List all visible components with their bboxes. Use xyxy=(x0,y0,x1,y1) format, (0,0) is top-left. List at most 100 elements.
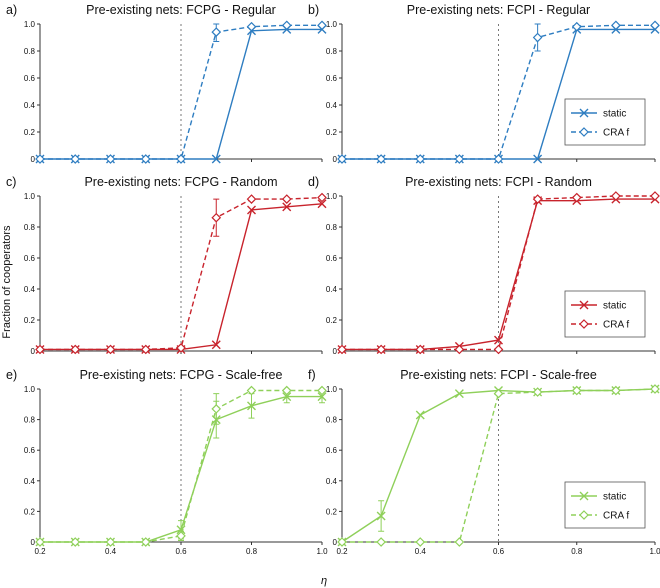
data-point-cra-f xyxy=(246,21,257,32)
x-tick-label: 0.6 xyxy=(175,547,187,556)
series-line-cra-f xyxy=(342,388,656,543)
y-tick-label: 0.8 xyxy=(24,47,36,56)
y-tick-label: 0.4 xyxy=(24,477,36,486)
y-tick-label: 0.2 xyxy=(24,128,36,137)
y-tick-label: 0.6 xyxy=(24,254,36,263)
data-point-cra-f xyxy=(611,385,621,396)
panel-title: Pre-existing nets: FCPI - Scale-free xyxy=(400,368,597,382)
legend-marker xyxy=(579,127,589,137)
data-point-cra-f xyxy=(176,154,186,164)
data-point-cra-f xyxy=(454,344,465,355)
data-point-cra-f xyxy=(337,344,347,355)
data-point-cra-f xyxy=(317,20,327,31)
data-point-cra-f xyxy=(337,537,347,547)
y-tick-label: 0.4 xyxy=(24,101,36,110)
data-point-cra-f xyxy=(415,344,426,355)
y-tick-label: 0.2 xyxy=(326,128,338,137)
y-tick-label: 0.4 xyxy=(24,285,36,294)
data-point-cra-f xyxy=(611,20,621,31)
legend-label: static xyxy=(603,492,626,503)
legend-marker xyxy=(579,108,589,118)
series-line-cra-f xyxy=(40,196,323,351)
x-tick-label: 0.6 xyxy=(493,547,505,556)
y-tick-label: 0 xyxy=(31,347,36,356)
y-tick-label: 0.8 xyxy=(326,223,338,232)
series-line-cra-f xyxy=(40,389,322,543)
data-point-cra-f xyxy=(493,388,504,399)
y-tick-label: 0 xyxy=(31,538,36,547)
y-tick-label: 0.2 xyxy=(24,316,36,325)
y-tick-label: 0.6 xyxy=(326,74,338,83)
x-axis-title: η xyxy=(321,575,327,587)
data-point-cra-f xyxy=(35,537,45,547)
legend-marker xyxy=(579,319,589,329)
data-point-cra-f xyxy=(105,537,116,547)
x-tick-label: 1.0 xyxy=(649,547,660,556)
legend-box xyxy=(564,98,646,146)
legend: static CRA f xyxy=(564,290,646,338)
y-axis-title: Fraction of cooperators xyxy=(1,225,13,339)
y-tick-label: 0.8 xyxy=(24,416,36,425)
data-point-cra-f xyxy=(70,537,81,547)
data-point-cra-f xyxy=(493,344,504,355)
data-point-cra-f xyxy=(176,531,186,541)
data-point-static xyxy=(415,410,425,420)
data-point-cra-f xyxy=(532,194,543,204)
data-point-static xyxy=(176,525,186,535)
y-tick-label: 0.4 xyxy=(326,477,338,486)
y-tick-label: 0 xyxy=(333,538,338,547)
chart-panel-5: e) Pre-existing nets: FCPG - Scale-free00… xyxy=(6,368,328,556)
data-point-cra-f xyxy=(571,192,582,203)
legend-box xyxy=(564,290,646,338)
y-tick-label: 0.4 xyxy=(326,101,338,110)
y-tick-label: 1.0 xyxy=(326,20,338,29)
chart-panel-4: d) Pre-existing nets: FCPI - Random 0 0.2 0.… xyxy=(308,175,660,356)
data-point-cra-f xyxy=(493,154,504,164)
y-tick-label: 1.0 xyxy=(24,20,36,29)
data-point-cra-f xyxy=(376,537,386,547)
data-point-cra-f xyxy=(376,154,386,164)
chart-panel-1: a) Pre-existing nets: FCPG - Regular 0 0.2 0… xyxy=(6,3,327,164)
panel-label: a) xyxy=(6,3,17,17)
y-tick-label: 1.0 xyxy=(326,192,338,201)
panel-title: Pre-existing nets: FCPI - Regular xyxy=(407,3,590,17)
data-point-cra-f xyxy=(454,537,465,547)
data-point-cra-f xyxy=(140,537,151,547)
y-tick-label: 0.4 xyxy=(326,285,338,294)
data-point-static xyxy=(317,199,327,209)
panel-label: f) xyxy=(308,368,316,382)
y-tick-label: 0 xyxy=(333,347,338,356)
x-tick-label: 0.8 xyxy=(246,547,258,556)
data-point-static xyxy=(282,392,292,402)
y-tick-label: 0.8 xyxy=(326,416,338,425)
y-tick-label: 0 xyxy=(333,155,338,164)
chart-panel-6: f) Pre-existing nets: FCPI - Scale-free 0 0… xyxy=(308,368,660,556)
data-point-cra-f xyxy=(571,21,582,32)
y-tick-label: 0.8 xyxy=(326,47,338,56)
legend: static CRA f xyxy=(564,98,646,146)
legend-marker xyxy=(579,300,589,310)
data-point-cra-f xyxy=(140,154,151,164)
data-point-cra-f xyxy=(35,344,45,355)
y-tick-label: 0.6 xyxy=(326,446,338,455)
panel-title: Pre-existing nets: FCPG - Scale-free xyxy=(80,368,283,382)
data-point-cra-f xyxy=(35,154,45,164)
data-point-cra-f xyxy=(281,385,292,396)
data-point-cra-f xyxy=(337,154,347,164)
panel-title: Pre-existing nets: FCPG - Regular xyxy=(86,3,276,17)
data-point-cra-f xyxy=(211,27,222,37)
panel-label: b) xyxy=(308,3,319,17)
data-point-cra-f xyxy=(571,385,582,396)
data-point-cra-f xyxy=(317,385,327,396)
data-point-static xyxy=(533,154,543,164)
data-point-cra-f xyxy=(650,191,660,201)
data-point-cra-f xyxy=(246,194,257,204)
y-tick-label: 0.6 xyxy=(24,74,36,83)
data-point-static xyxy=(211,340,221,350)
data-point-cra-f xyxy=(376,344,386,355)
y-tick-label: 0.2 xyxy=(326,507,338,516)
legend-box xyxy=(564,481,646,529)
y-tick-label: 0.2 xyxy=(326,316,338,325)
legend-label: CRA f xyxy=(603,511,629,522)
